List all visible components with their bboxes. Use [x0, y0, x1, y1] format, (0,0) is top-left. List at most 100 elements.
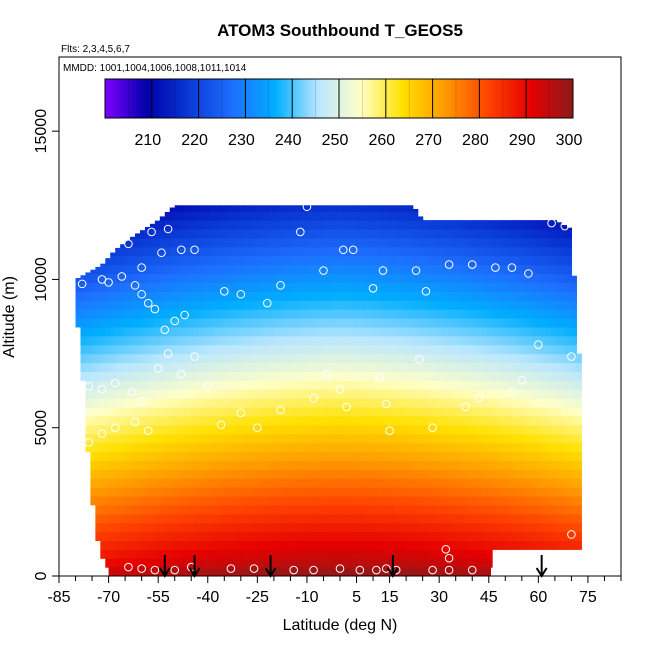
heat-cell: [363, 398, 369, 408]
heat-cell: [254, 389, 260, 399]
heat-cell: [561, 282, 568, 292]
heat-cell: [214, 205, 220, 212]
heat-cell: [452, 380, 458, 390]
heat-cell: [566, 282, 573, 292]
heat-cell: [487, 522, 493, 533]
heat-cell: [209, 513, 215, 524]
heat-cell: [229, 415, 235, 426]
heat-cell: [472, 309, 478, 319]
heat-cell: [368, 211, 374, 221]
heat-cell: [397, 478, 404, 488]
heat-cell: [576, 371, 582, 381]
heat-cell: [442, 504, 449, 515]
heat-cell: [397, 487, 404, 497]
heat-cell: [75, 309, 82, 319]
heat-cell: [249, 433, 255, 444]
heat-cell: [462, 495, 468, 506]
heat-cell: [135, 442, 141, 453]
heat-cell: [169, 237, 176, 248]
heat-cell: [293, 558, 300, 568]
heat-cell: [333, 246, 339, 257]
heat-cell: [472, 255, 478, 266]
heat-cell: [477, 246, 483, 257]
heat-cell: [169, 282, 176, 292]
heat-cell: [531, 451, 538, 461]
heat-cell: [407, 273, 414, 283]
heat-cell: [239, 451, 245, 461]
heat-cell: [467, 487, 473, 497]
heat-cell: [516, 389, 523, 399]
heat-cell: [90, 424, 96, 435]
surface-cell: [440, 567, 447, 576]
heat-cell: [541, 478, 548, 488]
heat-cell: [516, 229, 523, 239]
heat-cell: [397, 540, 404, 550]
heat-cell: [283, 504, 290, 515]
heat-cell: [130, 558, 136, 568]
heat-cell: [477, 549, 483, 559]
heat-cell: [164, 282, 171, 292]
heat-cell: [179, 246, 186, 257]
heat-cell: [546, 309, 553, 319]
heat-cell: [174, 211, 181, 221]
surface-cell: [202, 567, 209, 576]
heat-cell: [278, 264, 285, 275]
heat-cell: [536, 531, 543, 542]
heat-cell: [511, 424, 518, 435]
heat-cell: [224, 291, 230, 301]
heat-cell: [249, 291, 255, 301]
heat-cell: [561, 424, 568, 435]
heat-cell: [268, 389, 275, 399]
heat-cell: [95, 531, 101, 542]
heat-cell: [90, 291, 96, 301]
heat-cell: [159, 380, 166, 390]
heat-cell: [462, 558, 468, 568]
heat-cell: [442, 469, 449, 479]
heat-cell: [130, 540, 136, 550]
heat-cell: [154, 353, 161, 364]
heat-cell: [506, 237, 513, 248]
heat-cell: [531, 300, 538, 310]
heat-cell: [516, 300, 523, 310]
heat-cell: [164, 371, 171, 381]
heat-cell: [402, 371, 409, 381]
heat-cell: [432, 478, 439, 488]
heat-cell: [234, 495, 240, 506]
heat-cell: [214, 291, 220, 301]
heat-cell: [457, 460, 463, 470]
heat-cell: [278, 309, 285, 319]
heat-cell: [110, 424, 116, 435]
heat-cell: [333, 317, 339, 328]
surface-cell: [252, 567, 258, 576]
heat-cell: [239, 229, 245, 239]
heat-cell: [268, 205, 275, 212]
heat-cell: [120, 558, 126, 568]
heat-cell: [293, 344, 300, 355]
heat-cell: [531, 469, 538, 479]
heat-cell: [452, 451, 458, 461]
heat-cell: [298, 335, 305, 346]
heat-cell: [338, 255, 344, 266]
heat-cell: [343, 451, 349, 461]
heat-cell: [452, 220, 458, 230]
heat-cell: [358, 205, 364, 212]
heat-cell: [120, 531, 126, 542]
heat-cell: [110, 300, 116, 310]
heat-cell: [333, 220, 339, 230]
heat-cell: [521, 540, 528, 550]
heat-cell: [130, 495, 136, 506]
heat-cell: [422, 504, 429, 515]
heat-cell: [214, 220, 220, 230]
heat-cell: [204, 326, 211, 337]
heat-cell: [125, 291, 131, 301]
heat-cell: [511, 522, 518, 533]
heat-cell: [392, 433, 399, 444]
heat-cell: [144, 406, 151, 417]
heat-cell: [526, 513, 533, 524]
heat-cell: [278, 380, 285, 390]
heat-cell: [120, 291, 126, 301]
heat-cell: [392, 211, 399, 221]
heat-cell: [452, 300, 458, 310]
heat-cell: [358, 433, 364, 444]
heat-cell: [487, 326, 493, 337]
